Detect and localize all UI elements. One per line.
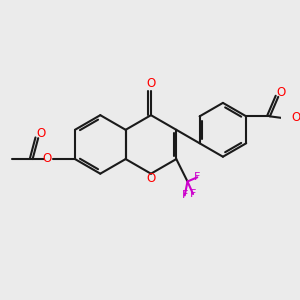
Text: O: O [42, 152, 51, 165]
Text: F: F [182, 190, 188, 200]
Text: O: O [36, 127, 46, 140]
Text: O: O [146, 77, 156, 90]
Text: F: F [194, 172, 200, 182]
Text: O: O [291, 111, 300, 124]
Text: O: O [146, 172, 156, 185]
Text: O: O [276, 86, 286, 99]
Text: F: F [190, 189, 196, 199]
